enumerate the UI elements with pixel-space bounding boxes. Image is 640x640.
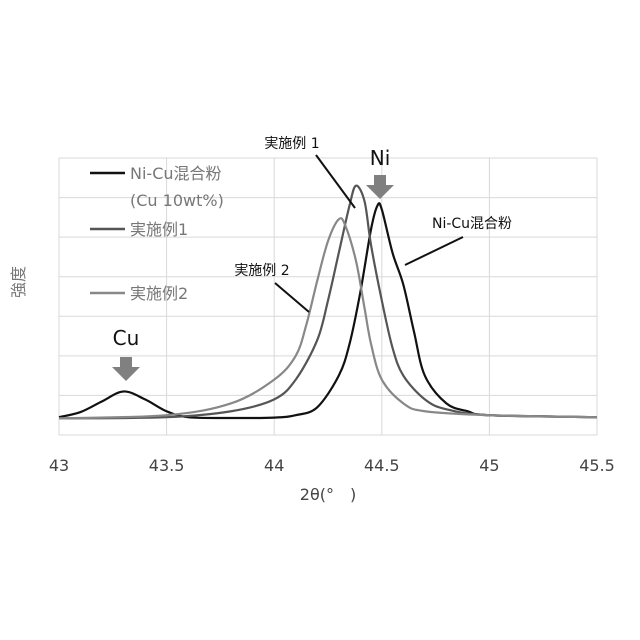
ni-arrow-icon <box>366 175 394 199</box>
legend-label-mix-sub: (Cu 10wt%) <box>130 191 224 210</box>
x-tick-label: 43.5 <box>149 456 185 475</box>
legend-label-mix: Ni-Cu混合粉 <box>130 164 222 183</box>
cu-arrow-icon <box>112 357 140 381</box>
ex2-annotation: 実施例 2 <box>234 263 289 279</box>
series-line-3 <box>59 218 597 418</box>
legend-label-ex2: 実施例2 <box>130 284 188 303</box>
legend: Ni-Cu混合粉 (Cu 10wt%) 実施例1 実施例2 <box>90 164 224 303</box>
cu-peak-label: Cu <box>113 326 140 350</box>
ni-peak-label: Ni <box>370 146 391 170</box>
ex1-annotation: 実施例 1 <box>264 136 319 152</box>
x-tick-label: 45.5 <box>579 456 615 475</box>
x-tick-labels: 43 43.5 44 44.5 45 45.5 <box>49 456 615 475</box>
y-axis-label: 強度 <box>9 266 28 298</box>
ex1-leader-line <box>316 155 355 208</box>
x-tick-label: 44 <box>264 456 284 475</box>
x-tick-label: 43 <box>49 456 69 475</box>
legend-label-ex1: 実施例1 <box>130 220 188 239</box>
ex2-leader-line <box>275 283 309 312</box>
x-axis-label: 2θ(° ) <box>300 485 356 504</box>
x-tick-label: 45 <box>479 456 499 475</box>
mix-annotation: Ni-Cu混合粉 <box>432 216 512 232</box>
x-tick-label: 44.5 <box>364 456 400 475</box>
mix-leader-line <box>405 237 463 265</box>
